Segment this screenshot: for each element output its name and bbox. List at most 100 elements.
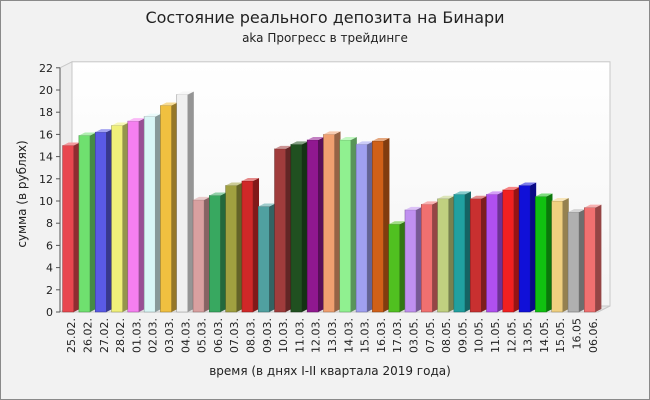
- bar-side: [73, 142, 80, 312]
- x-tick-label: 13.03.: [326, 318, 339, 353]
- x-tick-label: 07.03.: [228, 318, 241, 353]
- bar-top: [388, 221, 406, 225]
- bar-top: [307, 136, 325, 140]
- x-tick-label: 06.06.: [587, 318, 600, 353]
- bar: [551, 198, 569, 313]
- bar: [584, 204, 602, 313]
- x-tick-label: 26.02.: [81, 318, 94, 353]
- bar-front: [469, 198, 482, 313]
- bar-front: [111, 125, 123, 313]
- bar-front: [551, 200, 564, 313]
- bar-top: [584, 204, 602, 208]
- x-tick-label: 10.05.: [473, 318, 486, 353]
- y-tick-label: 16: [39, 128, 53, 141]
- x-tick-label: 01.03.: [130, 318, 143, 353]
- bar: [290, 141, 308, 313]
- bar-top: [274, 145, 292, 149]
- chart-title: Состояние реального депозита на Бинари: [145, 8, 505, 27]
- bar-top: [209, 192, 227, 196]
- x-tick-label: 28.02.: [114, 318, 127, 353]
- bar-top: [470, 195, 488, 199]
- bar-side: [562, 198, 569, 312]
- bar: [176, 91, 194, 313]
- bar-side: [513, 186, 520, 312]
- bar: [486, 191, 504, 313]
- y-axis: 0 2 4 6 8 10 12 14 16 18 20 22: [39, 62, 61, 319]
- bar-side: [432, 201, 439, 312]
- bar-top: [241, 178, 260, 182]
- x-tick-label: 02.03.: [147, 318, 160, 353]
- x-tick-label: 13.05.: [522, 318, 535, 353]
- x-tick-label: 15.05.: [554, 318, 567, 353]
- bar-side: [367, 141, 374, 312]
- bar-front: [372, 140, 384, 313]
- bar-front: [404, 209, 417, 313]
- bar-top: [144, 113, 162, 117]
- bar-side: [318, 136, 325, 312]
- x-tick-label: 09.05.: [456, 318, 469, 353]
- bar-top: [437, 195, 455, 199]
- bar: [453, 191, 471, 313]
- bar: [339, 136, 357, 313]
- x-tick-label: 15.03.: [359, 318, 372, 353]
- x-tick-label: 06.03.: [212, 318, 225, 353]
- bar-side: [334, 131, 341, 312]
- bar-front: [209, 195, 221, 313]
- bar-front: [192, 199, 205, 313]
- x-tick-label: 10.03.: [277, 318, 290, 353]
- bar: [160, 102, 178, 313]
- bar-front: [339, 139, 352, 313]
- y-tick-label: 12: [39, 173, 53, 186]
- bar-top: [95, 129, 113, 133]
- bar-side: [269, 203, 276, 312]
- bar-side: [301, 141, 308, 312]
- bar-top: [502, 186, 520, 190]
- bar-top: [535, 193, 553, 197]
- bar-front: [62, 145, 74, 313]
- bar-top: [127, 118, 145, 122]
- bar: [78, 132, 96, 313]
- x-tick-label: 03.03.: [163, 318, 176, 353]
- x-axis: 25.02. 26.02. 27.02. 28.02. 01.03. 02.03. 03.0…: [65, 318, 600, 353]
- x-tick-label: 04.03.: [179, 318, 192, 353]
- x-tick-label: 03.05.: [408, 318, 421, 353]
- bar-top: [193, 196, 211, 200]
- bar: [306, 136, 325, 313]
- bar-top: [258, 203, 276, 207]
- y-tick-label: 8: [46, 217, 53, 230]
- bar-front: [584, 207, 596, 313]
- bar-front: [225, 185, 237, 313]
- y-tick-label: 6: [46, 239, 53, 252]
- bar-top: [62, 142, 80, 146]
- bar-front: [274, 148, 286, 313]
- bar: [502, 186, 520, 313]
- bar-front: [535, 196, 547, 313]
- bar: [388, 221, 406, 313]
- bar-top: [111, 122, 129, 126]
- x-tick-label: 11.05.: [489, 318, 502, 353]
- bar: [404, 206, 423, 313]
- bar-side: [171, 102, 178, 312]
- bar: [372, 138, 390, 313]
- bar: [192, 196, 211, 313]
- bar: [94, 129, 113, 313]
- bar-top: [290, 141, 308, 145]
- bar: [225, 182, 243, 313]
- bar-top: [225, 182, 243, 186]
- x-tick-label: 09.03.: [261, 318, 274, 353]
- bar-side: [138, 118, 145, 312]
- bar-side: [481, 195, 488, 312]
- bar-top: [486, 191, 504, 195]
- bar-side: [399, 221, 406, 312]
- x-tick-label: 14.05.: [538, 318, 551, 353]
- bar-front: [78, 135, 91, 313]
- bar-front: [323, 134, 335, 313]
- x-tick-label: 16.03.: [375, 318, 388, 353]
- bar-side: [285, 145, 292, 312]
- bar-top: [404, 206, 423, 210]
- bar-front: [94, 131, 107, 313]
- bar: [127, 118, 145, 313]
- x-axis-label: время (в днях I-II квартала 2019 года): [209, 364, 451, 378]
- x-tick-label: 27.02.: [98, 318, 111, 353]
